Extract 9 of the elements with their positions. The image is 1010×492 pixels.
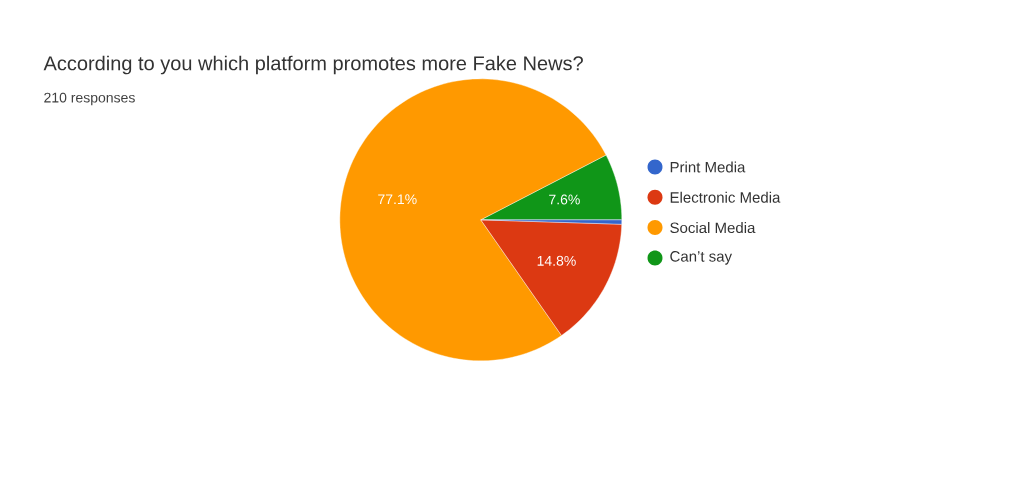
data-label: 77.1%: [378, 194, 417, 205]
chart-title: According to you which platform promotes more Fake News?: [43, 55, 583, 75]
legend-label: Electronic Media: [670, 191, 781, 203]
data-label: 14.8%: [537, 255, 576, 266]
text: 210 responses: [44, 92, 135, 106]
data-label: 7.6%: [549, 194, 580, 205]
legend-label: Print Media: [670, 161, 746, 173]
legend-label: Can’t say: [670, 251, 732, 265]
legend-label: Social Media: [670, 222, 756, 234]
